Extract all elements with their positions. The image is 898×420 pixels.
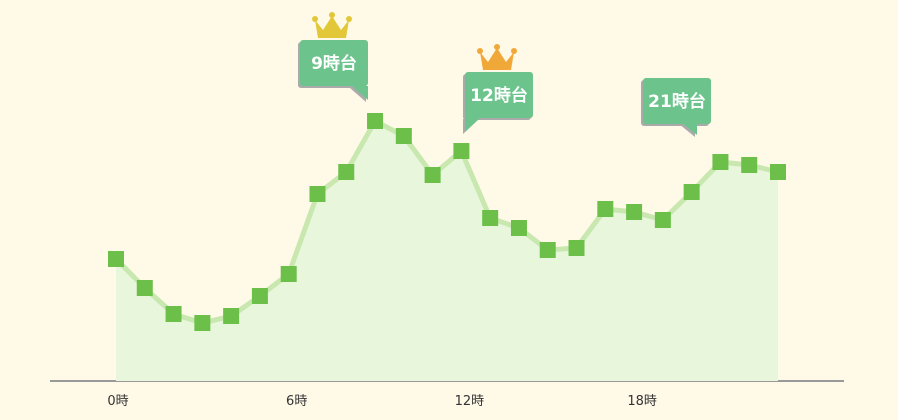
marker (223, 308, 240, 324)
marker (395, 128, 412, 144)
marker (712, 154, 729, 170)
crown-jewel (312, 16, 318, 22)
crown (480, 48, 514, 70)
marker (453, 143, 470, 159)
crown-jewel (494, 44, 500, 50)
crown-jewel (346, 16, 352, 22)
callout: 21時台 (641, 78, 711, 137)
crown-jewel (511, 48, 517, 54)
marker (510, 220, 527, 236)
area (116, 121, 778, 381)
callout-label: 9時台 (311, 53, 357, 74)
marker (251, 288, 268, 304)
marker (539, 242, 556, 258)
callout-label: 12時台 (470, 85, 528, 106)
x-tick-label: 18時 (627, 394, 657, 409)
x-tick-label: 12時 (455, 394, 485, 409)
callout-box (465, 72, 533, 118)
callout-label: 21時台 (648, 91, 706, 112)
callout: 12時台 (463, 44, 533, 134)
crown-jewel (329, 12, 335, 18)
crown (315, 16, 349, 38)
marker (309, 186, 326, 202)
callout-tail (352, 86, 368, 100)
callout-tail (465, 117, 481, 132)
callout-tail (681, 122, 697, 135)
marker (770, 164, 786, 180)
crown-jewel (477, 48, 483, 54)
marker (482, 210, 499, 226)
marker (338, 164, 355, 180)
marker (367, 113, 384, 129)
marker (280, 266, 297, 282)
marker (654, 212, 671, 228)
marker (136, 280, 153, 296)
marker (597, 201, 614, 217)
marker (683, 184, 700, 200)
callout-box (643, 78, 711, 124)
marker (424, 167, 441, 183)
x-tick-label: 0時 (107, 394, 128, 409)
x-tick-label: 6時 (286, 394, 307, 409)
marker (108, 251, 124, 267)
marker (626, 204, 643, 220)
marker (741, 157, 758, 173)
callout-box (300, 40, 368, 86)
marker (165, 306, 182, 322)
marker (568, 240, 585, 256)
callout: 9時台 (298, 12, 368, 102)
marker (194, 315, 211, 331)
